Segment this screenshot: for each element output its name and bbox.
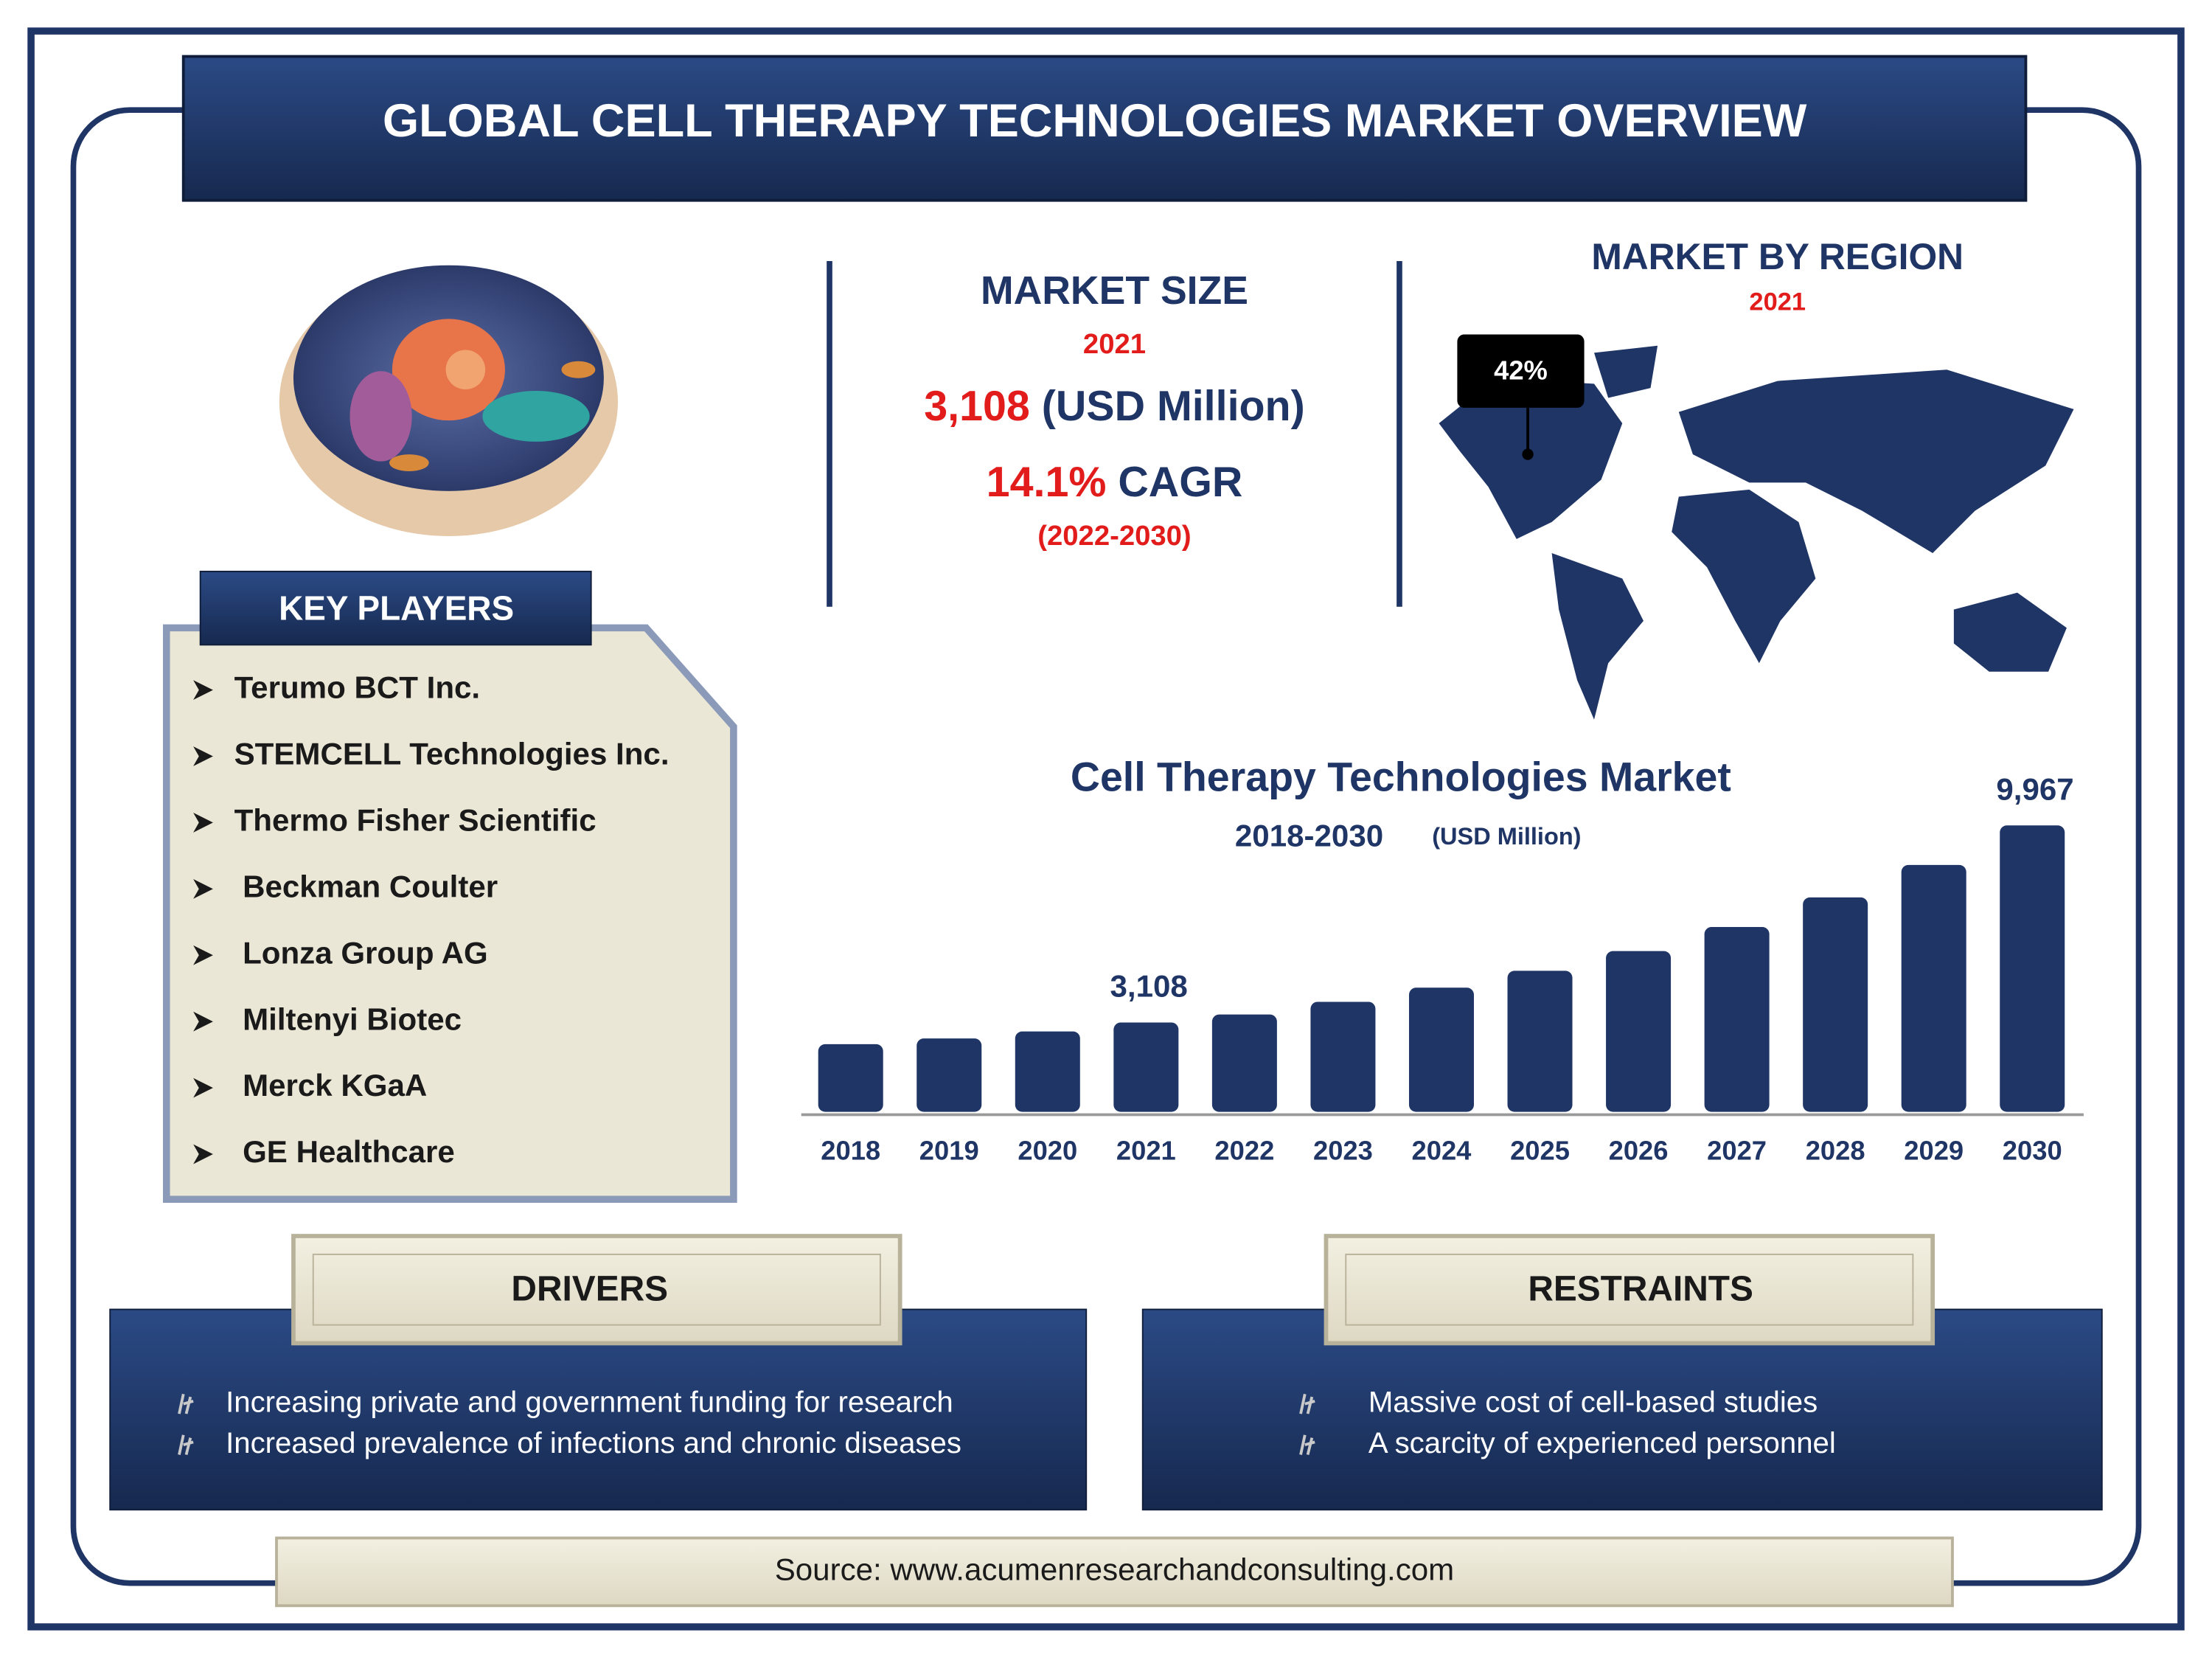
cagr: 14.1% CAGR <box>987 459 1243 506</box>
bar <box>1507 971 1573 1112</box>
cagr-label: CAGR <box>1118 459 1242 506</box>
drivers-list: Increasing private and government fundin… <box>178 1385 961 1459</box>
cell-illustration <box>279 265 619 537</box>
x-tick-label: 2019 <box>919 1136 979 1166</box>
x-tick-label: 2025 <box>1510 1136 1570 1166</box>
title: GLOBAL CELL THERAPY TECHNOLOGIES MARKET … <box>383 95 1807 147</box>
bar <box>1408 987 1474 1112</box>
bar <box>1310 1001 1376 1112</box>
bar <box>1606 951 1672 1112</box>
value-label: 9,967 <box>1996 771 2073 806</box>
market-size-heading: MARKET SIZE <box>981 269 1248 313</box>
callout <box>1457 334 1585 408</box>
value-label: 3,108 <box>1110 969 1188 1004</box>
bullet-arrow <box>193 878 213 899</box>
title-banner <box>181 55 2028 202</box>
bar <box>1704 927 1770 1112</box>
x-tick-label: 2028 <box>1806 1136 1865 1166</box>
cagr-period: (2022-2030) <box>1037 520 1191 552</box>
world-map <box>1439 345 2074 720</box>
key-players-box <box>162 624 737 1204</box>
chart-title: Cell Therapy Technologies Market <box>1071 754 1731 800</box>
key-player: Beckman Coulter <box>243 869 498 903</box>
key-player: Terumo BCT Inc. <box>234 670 481 705</box>
bullet-arrow <box>193 1077 213 1098</box>
x-tick-label: 2022 <box>1214 1136 1274 1166</box>
list-item: Massive cost of cell-based studies <box>1368 1385 1818 1418</box>
bar <box>1113 1022 1179 1112</box>
key-player: Thermo Fisher Scientific <box>234 803 597 838</box>
bar <box>1211 1014 1277 1112</box>
bullet-arrow <box>193 813 213 833</box>
key-player: GE Healthcare <box>243 1134 455 1169</box>
source-bar <box>275 1536 1954 1608</box>
bullet-arrow <box>193 1144 213 1164</box>
list-item: Increased prevalence of infections and c… <box>226 1426 961 1459</box>
bullet-arrow <box>193 1011 213 1032</box>
bar <box>1803 897 1868 1112</box>
outer-border <box>27 27 2185 1631</box>
x-tick-label: 2021 <box>1116 1136 1176 1166</box>
drivers-heading: DRIVERS <box>511 1269 668 1308</box>
bullet-icon <box>178 1434 194 1456</box>
bar <box>1901 864 1966 1112</box>
x-tick-label: 2020 <box>1018 1136 1077 1166</box>
cagr-value: 14.1% <box>987 459 1107 506</box>
bullet-arrow <box>193 945 213 965</box>
x-tick-label: 2026 <box>1609 1136 1669 1166</box>
bullet-icon <box>1299 1434 1315 1456</box>
restraints-tab-inner <box>1345 1253 1914 1326</box>
key-players-list: Terumo BCT Inc. STEMCELL Technologies Inc… <box>193 670 669 1169</box>
bullet-icon <box>178 1393 194 1414</box>
key-player: Lonza Group AG <box>243 935 488 970</box>
callout-dot <box>1522 448 1534 460</box>
key-player: Miltenyi Biotec <box>243 1001 462 1036</box>
region-heading: MARKET BY REGION <box>1591 236 1964 277</box>
chart-subtitle: 2018-2030 <box>1235 819 1383 853</box>
bar <box>2000 825 2065 1112</box>
market-size-value: 3,108 (USD Million) <box>924 383 1304 430</box>
bullet-arrow <box>193 680 213 700</box>
bar <box>1015 1031 1080 1112</box>
drivers-tab-inner <box>312 1253 881 1326</box>
bullet-icon <box>1299 1393 1315 1414</box>
restraints-list: Massive cost of cell-based studies A scar… <box>1299 1385 1836 1459</box>
list-item: Increasing private and government fundin… <box>226 1385 953 1418</box>
x-tick-label: 2027 <box>1707 1136 1767 1166</box>
list-item: A scarcity of experienced personnel <box>1368 1426 1836 1459</box>
key-player: Merck KGaA <box>243 1068 427 1103</box>
x-tick-label: 2030 <box>2003 1136 2062 1166</box>
key-players-tab <box>199 570 592 646</box>
x-tick-label: 2023 <box>1313 1136 1373 1166</box>
bar-chart: 2018 2019 2020 2021 3,108 2022 2023 2024 2025 202… <box>818 771 2074 1166</box>
unit: (USD Million) <box>1042 383 1305 430</box>
bullet-arrow <box>193 746 213 766</box>
value: 3,108 <box>924 383 1030 430</box>
x-tick-label: 2018 <box>821 1136 880 1166</box>
source: Source: www.acumenresearchandconsulting.… <box>775 1552 1455 1587</box>
region-share: 42% <box>1494 355 1548 386</box>
key-players-heading: KEY PLAYERS <box>279 589 514 628</box>
key-player: STEMCELL Technologies Inc. <box>234 737 669 771</box>
bar <box>917 1038 982 1112</box>
bar <box>818 1044 883 1112</box>
x-tick-label: 2024 <box>1412 1136 1472 1166</box>
x-tick-label: 2029 <box>1904 1136 1964 1166</box>
restraints-heading: RESTRAINTS <box>1528 1269 1753 1308</box>
market-size-year: 2021 <box>1083 328 1146 360</box>
chart-unit: (USD Million) <box>1432 823 1581 850</box>
region-year: 2021 <box>1749 288 1806 316</box>
